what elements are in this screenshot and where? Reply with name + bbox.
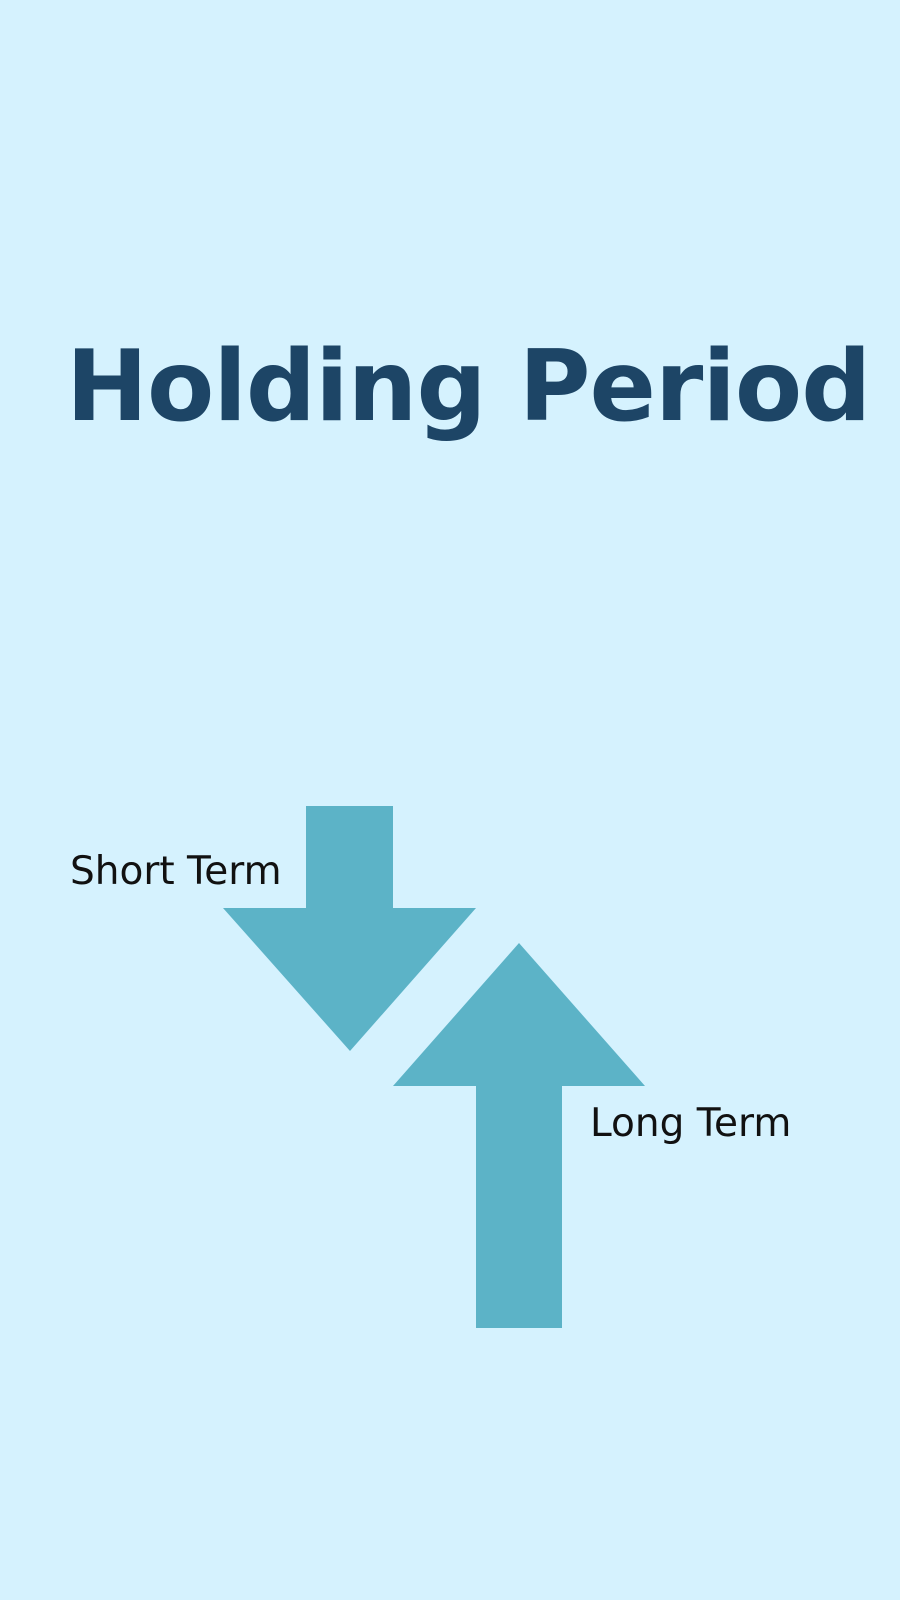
long-term-up-arrow <box>393 943 645 1328</box>
short-term-label: Short Term <box>70 849 282 894</box>
long-term-label: Long Term <box>590 1101 792 1146</box>
page-title: Holding Period <box>66 330 871 444</box>
short-term-down-arrow <box>223 806 476 1051</box>
